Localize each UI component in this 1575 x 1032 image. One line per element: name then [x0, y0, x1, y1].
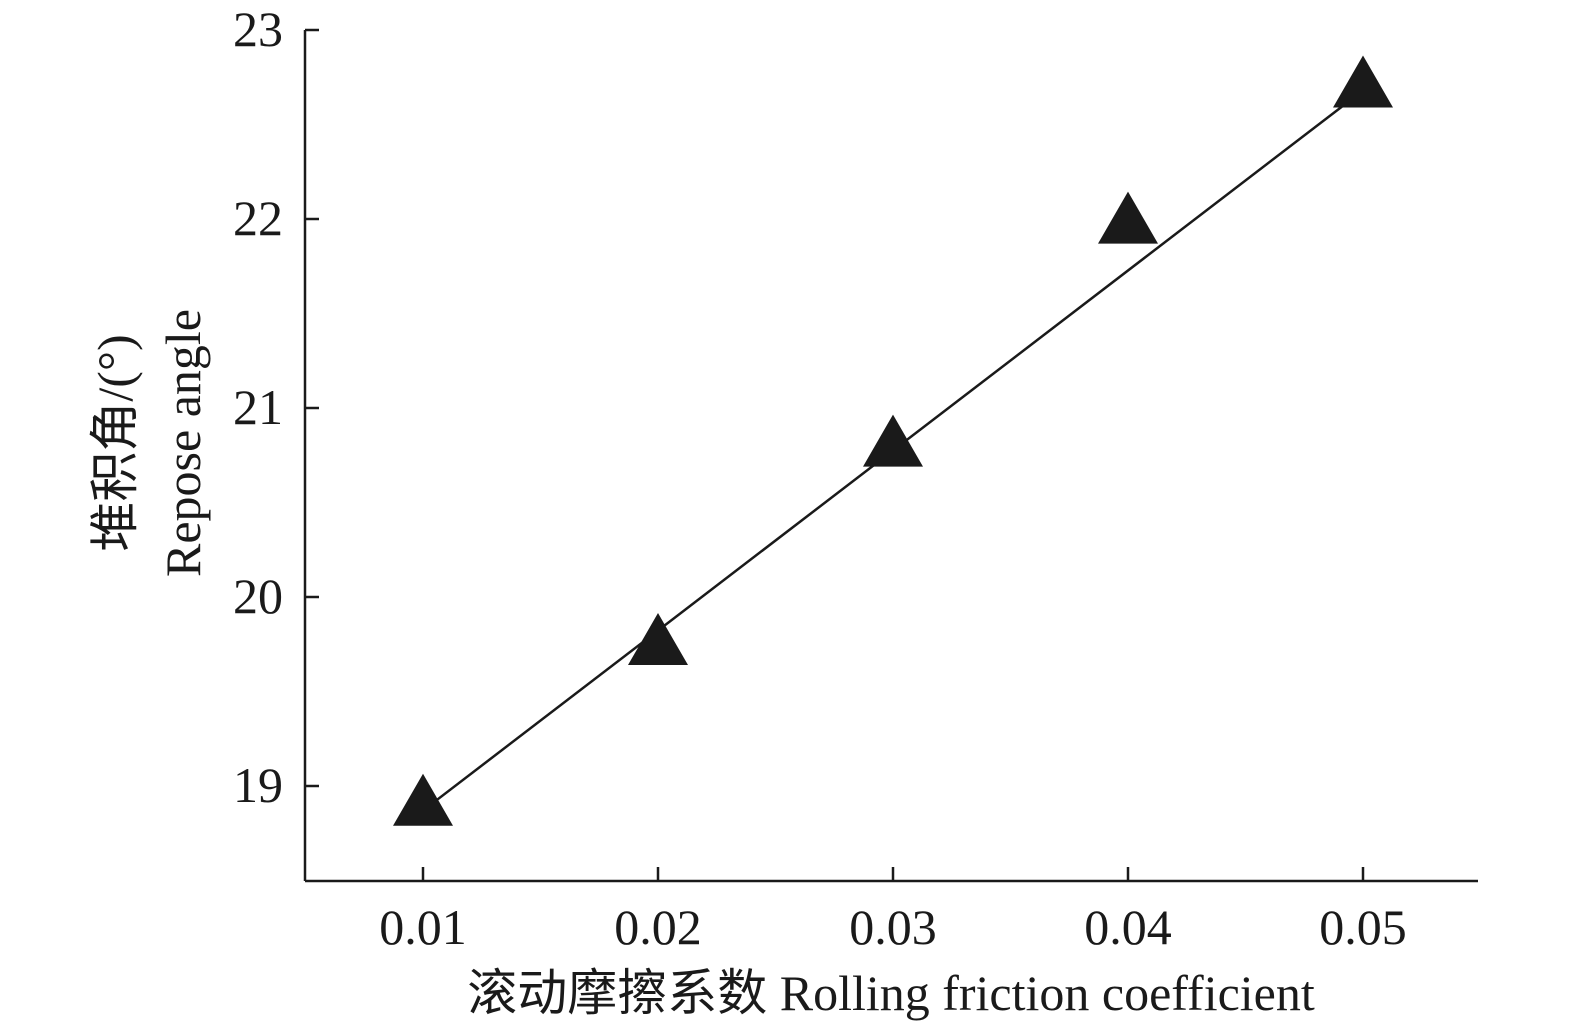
y-tick-label: 20 — [233, 568, 283, 624]
y-axis-title-line2: Repose angle — [155, 309, 211, 577]
x-axis-title: 滚动摩擦系数 Rolling friction coefficient — [467, 965, 1315, 1021]
data-point-triangle — [1098, 191, 1158, 244]
x-ticks: 0.01 0.02 0.03 0.04 0.05 — [379, 867, 1407, 955]
y-tick-label: 21 — [233, 379, 283, 435]
x-tick-label: 0.04 — [1084, 899, 1172, 955]
data-points — [393, 55, 1393, 826]
y-axis-title: 堆积角/(°) Repose angle — [87, 309, 211, 577]
x-tick-label: 0.01 — [379, 899, 467, 955]
y-tick-label: 19 — [233, 757, 283, 813]
x-tick-label: 0.05 — [1319, 899, 1407, 955]
data-point-triangle — [863, 414, 923, 467]
y-axis-title-line1: 堆积角/(°) — [87, 334, 143, 551]
y-tick-label: 22 — [233, 190, 283, 246]
y-ticks: 19 20 21 22 23 — [233, 1, 319, 813]
y-tick-label: 23 — [233, 1, 283, 57]
x-tick-label: 0.03 — [849, 899, 937, 955]
data-point-triangle — [628, 613, 688, 666]
axes — [303, 30, 1478, 883]
x-tick-label: 0.02 — [614, 899, 702, 955]
data-point-triangle — [393, 773, 453, 826]
data-point-triangle — [1333, 55, 1393, 108]
